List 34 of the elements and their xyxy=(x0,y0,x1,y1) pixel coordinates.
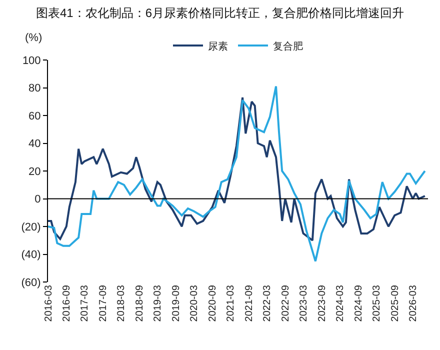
x-tick-label: 2026-03 xyxy=(408,284,419,322)
x-tick-label: 2021-03 xyxy=(226,284,237,322)
y-tick-label: 0 xyxy=(34,194,41,206)
y-tick-label: 100 xyxy=(22,54,41,67)
x-tick-label: 2020-09 xyxy=(208,284,219,322)
x-tick-label: 2021-09 xyxy=(244,284,255,322)
y-tick-label: (20) xyxy=(21,221,41,234)
legend-label: 复合肥 xyxy=(273,40,303,52)
y-tick-label: 80 xyxy=(28,82,41,95)
x-tick-label: 2019-03 xyxy=(152,284,164,322)
x-tick-label: 2018-03 xyxy=(116,284,128,322)
x-tick-label: 2023-03 xyxy=(298,284,310,322)
x-tick-label: 2017-03 xyxy=(80,284,91,322)
x-tick-label: 2016-03 xyxy=(43,284,54,322)
y-tick-label: (40) xyxy=(21,249,41,262)
x-tick-label: 2023-09 xyxy=(316,284,328,322)
x-tick-label: 2024-03 xyxy=(335,284,346,322)
x-tick-label: 2022-03 xyxy=(262,284,274,322)
x-tick-label: 2025-09 xyxy=(390,284,401,322)
x-tick-label: 2020-03 xyxy=(189,284,200,322)
y-tick-label: 20 xyxy=(28,166,41,178)
x-tick-label: 2019-09 xyxy=(170,284,182,322)
chart-title: 图表41：农化制品：6月尿素价格同比转正，复合肥价格同比增速回升 xyxy=(36,6,404,20)
y-tick-label: (60) xyxy=(21,276,41,289)
x-tick-label: 2017-09 xyxy=(98,284,110,322)
legend-label: 尿素 xyxy=(208,40,228,52)
x-tick-label: 2024-09 xyxy=(353,284,364,322)
y-tick-label: 40 xyxy=(28,138,41,150)
x-tick-label: 2025-03 xyxy=(372,284,383,322)
x-tick-label: 2016-09 xyxy=(62,284,73,322)
x-tick-label: 2018-09 xyxy=(134,284,146,322)
x-tick-label: 2022-09 xyxy=(280,284,292,322)
y-axis-title: (%) xyxy=(25,32,42,44)
y-tick-label: 60 xyxy=(28,110,41,122)
